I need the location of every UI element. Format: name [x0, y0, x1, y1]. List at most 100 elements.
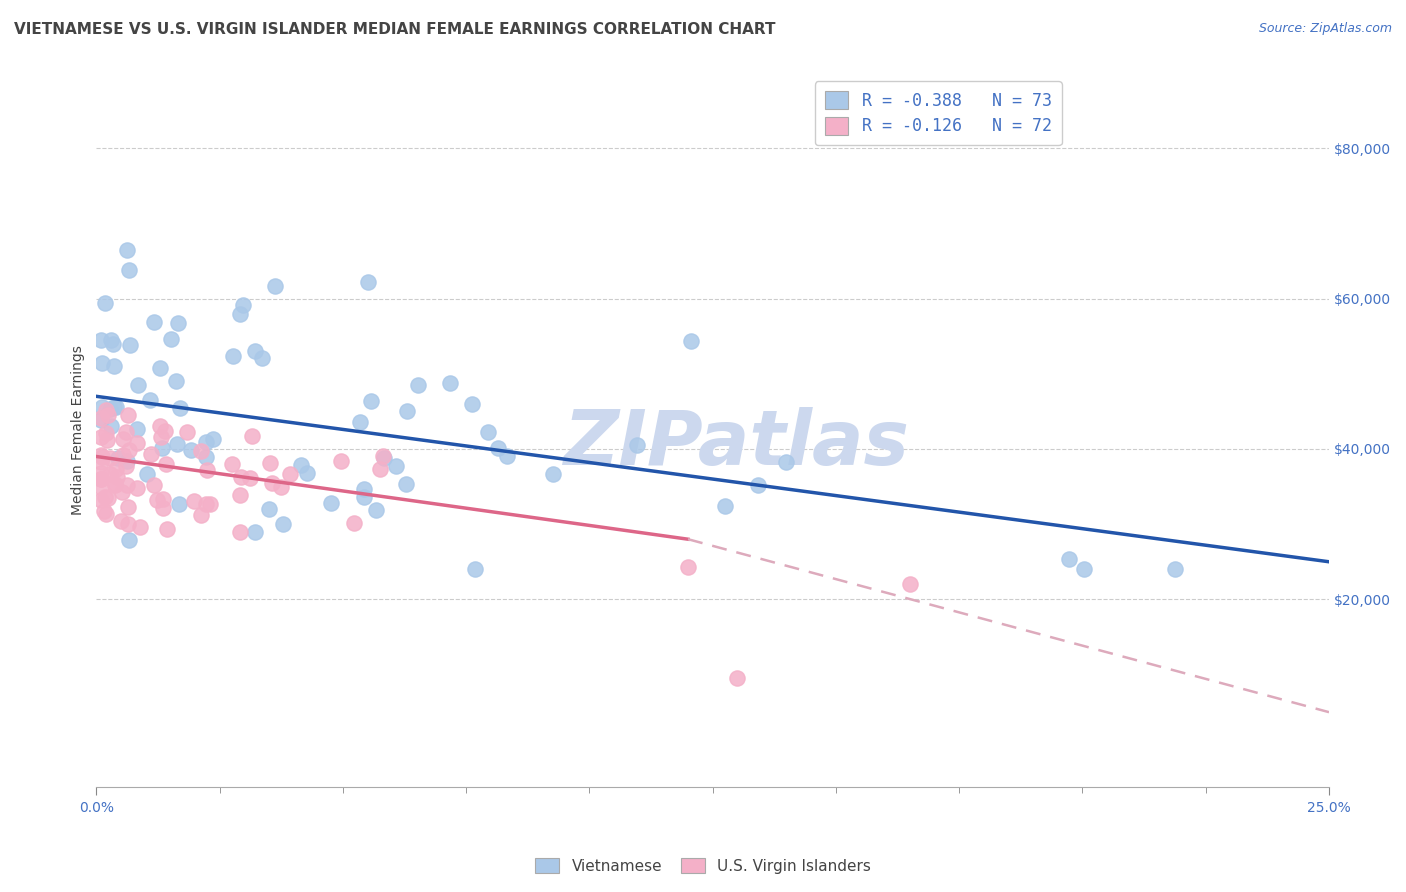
Text: Source: ZipAtlas.com: Source: ZipAtlas.com	[1258, 22, 1392, 36]
Point	[115, 454, 138, 468]
Point	[898, 577, 921, 591]
Point	[152, 500, 174, 515]
Point	[139, 393, 162, 408]
Point	[117, 408, 139, 422]
Point	[1073, 562, 1095, 576]
Point	[439, 376, 461, 390]
Point	[90, 473, 112, 487]
Point	[408, 378, 430, 392]
Point	[368, 462, 391, 476]
Point	[290, 458, 312, 473]
Point	[176, 425, 198, 439]
Point	[461, 397, 484, 411]
Point	[150, 441, 173, 455]
Point	[270, 480, 292, 494]
Point	[167, 316, 190, 330]
Point	[229, 469, 252, 483]
Point	[91, 400, 114, 414]
Point	[194, 434, 217, 449]
Point	[125, 422, 148, 436]
Point	[117, 533, 139, 547]
Point	[232, 298, 254, 312]
Point	[169, 401, 191, 415]
Point	[96, 426, 118, 441]
Y-axis label: Median Female Earnings: Median Female Earnings	[72, 345, 86, 515]
Point	[486, 442, 509, 456]
Point	[90, 333, 112, 347]
Point	[195, 463, 218, 477]
Point	[384, 458, 406, 473]
Point	[139, 447, 162, 461]
Point	[202, 432, 225, 446]
Point	[349, 415, 371, 429]
Point	[245, 343, 267, 358]
Point	[229, 307, 252, 321]
Legend: Vietnamese, U.S. Virgin Islanders: Vietnamese, U.S. Virgin Islanders	[529, 852, 877, 880]
Point	[1057, 552, 1080, 566]
Point	[190, 443, 212, 458]
Point	[394, 476, 416, 491]
Point	[96, 433, 118, 447]
Point	[243, 525, 266, 540]
Point	[115, 478, 138, 492]
Point	[120, 338, 142, 352]
Point	[221, 458, 243, 472]
Point	[107, 450, 129, 465]
Point	[90, 455, 112, 469]
Legend: R = -0.388   N = 73, R = -0.126   N = 72: R = -0.388 N = 73, R = -0.126 N = 72	[815, 81, 1062, 145]
Point	[149, 361, 172, 376]
Point	[97, 491, 120, 506]
Point	[541, 467, 564, 481]
Point	[679, 334, 702, 348]
Point	[90, 413, 112, 427]
Point	[98, 467, 121, 481]
Point	[194, 450, 217, 464]
Point	[111, 485, 134, 500]
Point	[135, 467, 157, 482]
Point	[239, 470, 262, 484]
Point	[496, 449, 519, 463]
Point	[165, 374, 187, 388]
Point	[180, 443, 202, 458]
Point	[90, 480, 112, 494]
Point	[1163, 562, 1185, 576]
Point	[90, 472, 112, 486]
Point	[149, 418, 172, 433]
Point	[129, 520, 152, 534]
Point	[112, 432, 135, 446]
Point	[259, 456, 281, 470]
Point	[90, 356, 112, 370]
Point	[90, 430, 112, 444]
Point	[90, 449, 112, 463]
Point	[321, 495, 343, 509]
Point	[169, 497, 191, 511]
Point	[373, 450, 395, 465]
Point	[229, 488, 252, 502]
Point	[155, 457, 177, 471]
Point	[100, 419, 122, 434]
Point	[105, 470, 128, 484]
Point	[105, 462, 128, 476]
Point	[111, 448, 134, 462]
Point	[360, 394, 382, 409]
Text: ZIPatlas: ZIPatlas	[564, 408, 910, 482]
Point	[183, 494, 205, 508]
Point	[250, 351, 273, 365]
Point	[198, 497, 221, 511]
Point	[240, 429, 263, 443]
Point	[117, 500, 139, 514]
Point	[295, 466, 318, 480]
Point	[98, 402, 121, 417]
Point	[94, 507, 117, 521]
Point	[166, 437, 188, 451]
Point	[103, 359, 125, 373]
Point	[259, 502, 281, 516]
Point	[353, 482, 375, 496]
Point	[110, 514, 132, 528]
Point	[725, 671, 748, 685]
Point	[94, 296, 117, 310]
Point	[91, 450, 114, 464]
Point	[713, 499, 735, 513]
Point	[146, 492, 169, 507]
Point	[101, 337, 124, 351]
